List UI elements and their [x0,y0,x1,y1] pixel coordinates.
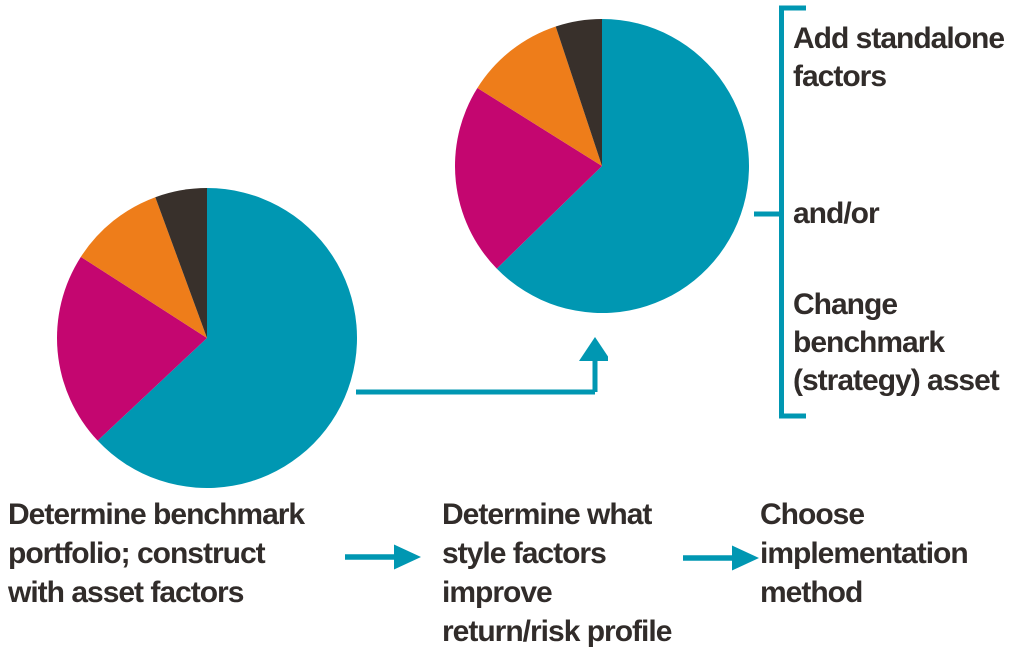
pie-slice-teal [496,19,749,313]
pie-slice-dark [555,19,602,166]
right-arrow-icon [345,544,421,570]
pie-slice-dark [155,188,207,338]
option-add-standalone-factors: Add standalone factors [793,22,1005,93]
pie-slice-orange [80,197,207,338]
pie-slice-magenta [57,256,207,441]
bracket-icon [754,5,806,419]
pie-chart-style-adjusted-portfolio [455,19,749,313]
step-3-caption: Choose implementation method [760,498,969,609]
pie-chart-benchmark-portfolio [57,188,357,488]
right-arrow-icon [683,545,759,571]
option-change-benchmark-asset: Change benchmark (strategy) asset [793,288,1000,397]
step-2-caption: Determine what style factors improve ret… [442,498,672,648]
option-and-or: and/or [793,197,880,230]
elbow-arrow-icon [356,337,608,395]
pie-slice-magenta [455,88,602,269]
pie-slice-teal [97,188,357,488]
pie-slice-orange [477,26,602,166]
step-1-caption: Determine benchmark portfolio; construct… [8,498,305,609]
